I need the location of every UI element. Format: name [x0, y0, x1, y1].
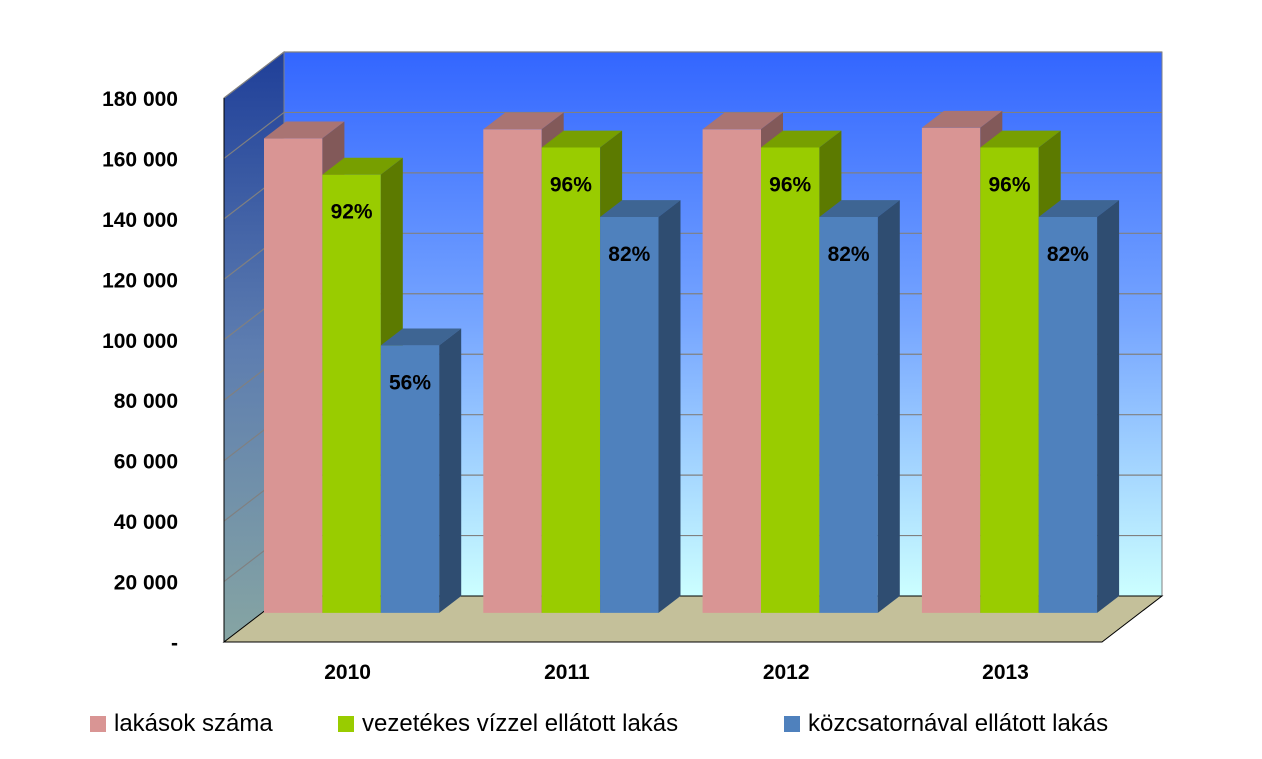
y-tick-label: 80 000 [114, 390, 178, 413]
data-label: 96% [988, 173, 1030, 196]
bar-front [541, 147, 601, 613]
bar-top [980, 130, 1061, 148]
legend-swatch [784, 716, 800, 732]
bar-front [702, 129, 761, 613]
bar-top [600, 200, 681, 217]
bar-top [483, 112, 564, 130]
data-label: 82% [1047, 243, 1089, 266]
bar [921, 110, 1003, 613]
bar-front [921, 127, 981, 613]
y-tick-label: 120 000 [102, 269, 178, 292]
y-tick-label: 100 000 [102, 330, 178, 353]
bar-front [600, 216, 659, 613]
bar-front [761, 147, 820, 613]
y-tick-label: 60 000 [114, 451, 178, 474]
bar-top [819, 200, 900, 217]
bar-front [819, 216, 878, 613]
bar-front [322, 174, 381, 613]
bar-top [1038, 200, 1120, 217]
data-label: 56% [389, 371, 431, 394]
legend-swatch [338, 716, 354, 732]
legend-label: lakások száma [114, 710, 273, 737]
bar-top [921, 110, 1003, 128]
x-tick-label: 2010 [324, 661, 371, 684]
bar-front [1038, 216, 1098, 613]
bar-front [483, 129, 542, 613]
bar-chart: - 20 000 40 000 60 000 80 000 100 000 120 000 1… [102, 50, 1164, 684]
data-label: 82% [828, 243, 870, 266]
y-tick-label: 160 000 [102, 148, 178, 171]
legend-swatch [90, 716, 106, 732]
bar-top [761, 130, 842, 148]
y-tick-label: 140 000 [102, 209, 178, 232]
gridline [223, 111, 1162, 159]
bar-side [439, 328, 462, 613]
bar-side [658, 200, 681, 613]
y-tick-label: - [171, 632, 178, 655]
bar-top [322, 157, 403, 175]
bar: 82% [1038, 200, 1120, 613]
data-label: 96% [550, 173, 592, 196]
bar: 82% [600, 200, 681, 613]
bar: 82% [819, 200, 900, 613]
bar-top [264, 121, 345, 139]
legend-label: vezetékes vízzel ellátott lakás [362, 710, 679, 737]
bar-front [980, 147, 1039, 613]
data-label: 96% [769, 173, 811, 196]
bar-top [380, 328, 462, 346]
bar-side [877, 200, 900, 613]
legend-item-viz: vezetékes vízzel ellátott lakás [338, 710, 678, 738]
y-tick-label: 180 000 [102, 88, 178, 111]
chart-legend: lakások száma vezetékes vízzel ellátott … [0, 700, 1262, 750]
x-tick-label: 2013 [982, 661, 1029, 684]
x-tick-label: 2011 [544, 661, 590, 684]
bar-front [264, 138, 323, 613]
y-tick-label: 20 000 [114, 572, 178, 595]
bar-front [380, 345, 440, 613]
x-tick-label: 2012 [763, 661, 810, 684]
bar-top [541, 130, 623, 148]
data-label: 82% [608, 243, 650, 266]
bar: 56% [380, 328, 462, 613]
legend-item-csatorna: közcsatornával ellátott lakás [784, 710, 1108, 738]
data-label: 92% [331, 201, 373, 224]
legend-item-lakasok: lakások száma [90, 710, 273, 738]
bar-side [1097, 200, 1120, 613]
legend-label: közcsatornával ellátott lakás [808, 710, 1109, 737]
y-tick-label: 40 000 [114, 511, 178, 534]
gridline [223, 51, 1162, 99]
bar-top [702, 112, 783, 130]
